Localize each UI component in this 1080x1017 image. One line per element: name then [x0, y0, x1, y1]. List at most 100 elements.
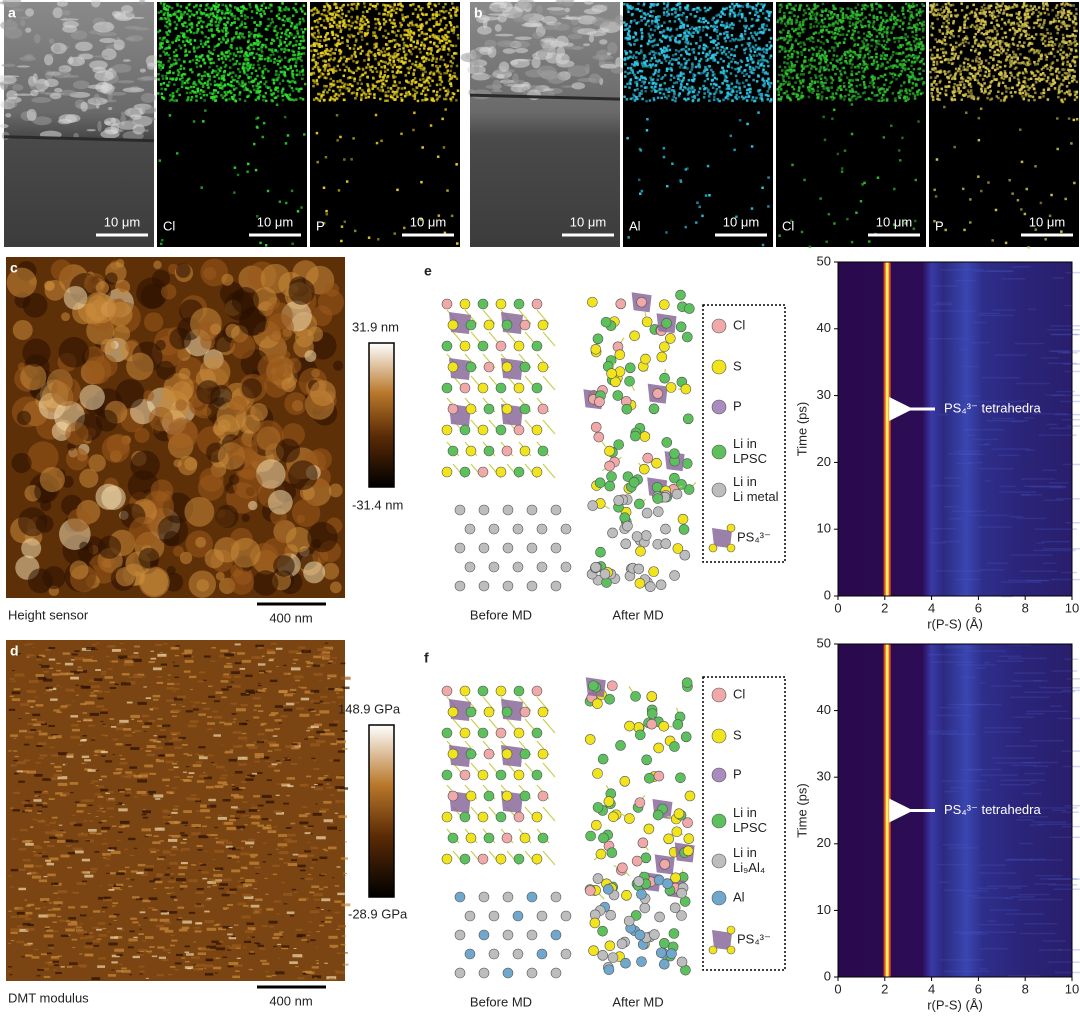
eds-dot — [285, 48, 288, 52]
eds-dot — [839, 94, 842, 98]
eds-dot — [311, 44, 315, 47]
eds-dot — [640, 19, 643, 22]
eds-dot — [735, 3, 739, 6]
eds-dot — [695, 29, 698, 32]
eds-dot — [697, 98, 701, 101]
eds-dot — [868, 32, 872, 36]
eds-dot — [851, 37, 855, 40]
eds-dot — [684, 7, 688, 11]
eds-dot — [414, 80, 418, 84]
eds-dot — [376, 2, 379, 6]
eds-dot — [687, 78, 691, 82]
eds-dot — [751, 96, 755, 99]
eds-dot — [430, 8, 433, 11]
eds-dot — [202, 59, 205, 62]
eds-dot — [825, 86, 828, 90]
eds-dot — [162, 81, 166, 85]
eds-dot — [316, 18, 319, 22]
eds-dot — [353, 44, 357, 47]
eds-dot — [373, 31, 376, 34]
eds-dot — [173, 20, 177, 24]
eds-dot — [651, 81, 655, 85]
eds-dot — [246, 58, 250, 61]
eds-dot — [705, 59, 708, 62]
eds-dot — [754, 39, 757, 42]
eds-dot — [277, 12, 281, 16]
eds-dot — [677, 17, 681, 21]
eds-dot — [899, 89, 902, 92]
eds-dot — [397, 86, 400, 90]
eds-dot — [409, 50, 412, 54]
eds-dot — [204, 43, 207, 46]
eds-dot — [318, 92, 322, 96]
eds-dot — [904, 2, 908, 6]
eds-dot — [303, 12, 307, 16]
eds-dot — [410, 80, 414, 83]
eds-dot — [261, 50, 264, 54]
eds-dot — [682, 26, 686, 29]
eds-dot — [907, 67, 910, 71]
eds-dot — [867, 25, 871, 29]
eds-dot — [658, 59, 661, 62]
eds-dot — [672, 95, 675, 99]
eds-dot — [845, 61, 849, 65]
eds-dot — [267, 69, 270, 73]
eds-dot — [302, 19, 305, 23]
eds-dot — [359, 98, 363, 102]
eds-dot — [816, 85, 820, 89]
eds-dot — [827, 86, 830, 90]
eds-dot — [914, 178, 918, 182]
eds-dot — [665, 46, 668, 50]
eds-dot — [244, 62, 248, 65]
eds-dot — [329, 96, 333, 99]
eds-dot — [327, 10, 330, 13]
sem-interface — [469, 93, 621, 101]
eds-dot — [209, 83, 212, 86]
eds-dot — [192, 82, 195, 85]
eds-dot — [395, 34, 398, 37]
eds-dot — [355, 7, 359, 10]
eds-dot — [782, 79, 785, 83]
eds-dot — [213, 75, 217, 78]
eds-dot — [380, 85, 384, 89]
eds-dot — [385, 94, 388, 98]
eds-dot — [183, 72, 186, 76]
eds-dot — [342, 3, 345, 7]
eds-dot — [323, 98, 326, 102]
eds-dot — [660, 88, 664, 91]
eds-dot — [745, 79, 748, 82]
eds-dot — [819, 77, 823, 80]
eds-dot — [397, 71, 401, 74]
eds-dot — [217, 42, 221, 46]
eds-dot — [747, 95, 750, 98]
eds-dot — [866, 34, 869, 38]
eds-dot — [685, 6, 689, 9]
eds-dot — [904, 60, 908, 63]
eds-dot — [746, 42, 750, 45]
sem-texture — [0, 124, 9, 129]
eds-dot — [711, 86, 715, 89]
eds-dot — [643, 54, 646, 57]
eds-dot — [437, 37, 441, 41]
eds-dot — [685, 37, 689, 40]
sem-texture — [510, 58, 530, 68]
eds-dot — [682, 66, 685, 69]
eds-dot — [340, 225, 344, 228]
eds-dot — [297, 47, 301, 50]
eds-dot — [672, 7, 675, 10]
eds-dot — [911, 30, 914, 34]
eds-dot — [394, 39, 397, 42]
eds-dot — [757, 111, 760, 114]
eds-dot — [663, 57, 667, 61]
eds-dot — [765, 51, 768, 55]
eds-dot — [710, 68, 713, 72]
eds-dot — [446, 69, 449, 72]
eds-dot — [830, 17, 833, 20]
eds-dot — [909, 75, 913, 79]
eds-dot — [388, 4, 392, 8]
eds-dot — [628, 35, 632, 38]
eds-dot — [747, 44, 751, 47]
eds-dot — [821, 21, 825, 25]
eds-dot — [725, 21, 728, 25]
